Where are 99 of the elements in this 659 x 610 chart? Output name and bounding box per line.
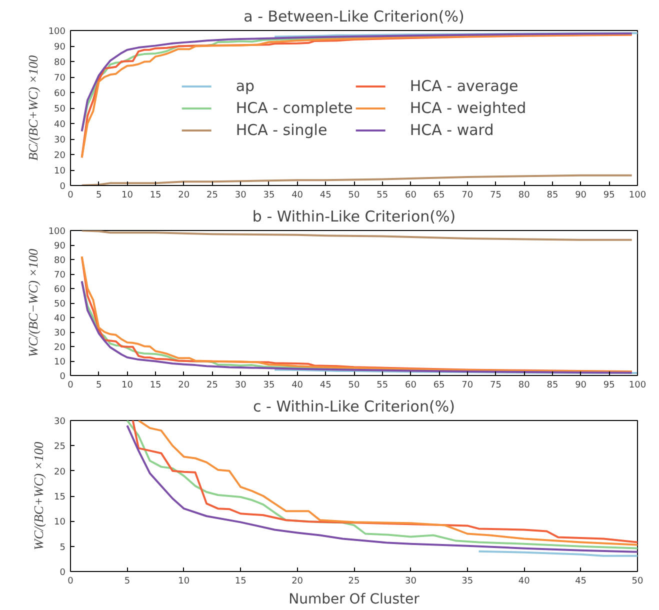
line-series (80, 280, 633, 374)
x-tick-label: 100 (628, 190, 646, 200)
y-tick-label: 10 (54, 358, 66, 368)
line-series (80, 174, 633, 186)
y-tick-label: 50 (54, 104, 66, 114)
x-tick-label: 25 (206, 380, 218, 390)
chart-title: c - Within-Like Criterion(%) (253, 398, 455, 416)
x-tick-label: 0 (68, 380, 74, 390)
x-tick-label: 90 (575, 380, 587, 390)
y-tick-label: 0 (60, 372, 66, 382)
y-axis-title: WC/(BC−WC) ×100 (25, 248, 40, 358)
y-tick-label: 30 (54, 417, 66, 427)
x-tick-label: 20 (292, 576, 304, 586)
legend-label: HCA - weighted (410, 98, 526, 116)
y-tick-label: 40 (54, 120, 66, 130)
x-tick-label: 20 (178, 380, 190, 390)
x-tick-label: 25 (348, 576, 360, 586)
x-tick-label: 80 (518, 380, 530, 390)
x-tick-label: 15 (150, 190, 162, 200)
x-tick-label: 30 (234, 380, 247, 390)
x-tick-label: 100 (628, 380, 646, 390)
y-tick-label: 0 (60, 182, 66, 192)
x-tick-label: 10 (121, 190, 134, 200)
y-tick-label: 30 (54, 328, 66, 338)
x-tick-label: 45 (320, 190, 332, 200)
legend-label: HCA - ward (410, 120, 494, 138)
y-tick-label: 100 (48, 227, 66, 237)
y-tick-label: 80 (54, 58, 66, 68)
y-tick-label: 15 (54, 492, 66, 502)
y-tick-label: 80 (54, 256, 66, 266)
y-tick-label: 0 (60, 568, 66, 578)
x-tick-label: 60 (404, 190, 417, 200)
x-tick-label: 5 (96, 380, 102, 390)
y-tick-label: 70 (54, 74, 66, 84)
x-tick-label: 0 (68, 576, 74, 586)
x-tick-label: 65 (433, 190, 445, 200)
x-tick-label: 85 (546, 380, 558, 390)
legend-label: ap (236, 76, 256, 94)
legend-label: HCA - single (236, 120, 328, 138)
x-tick-label: 25 (206, 190, 218, 200)
x-axis-title: Number Of Cluster (288, 592, 420, 608)
x-tick-label: 65 (433, 380, 445, 390)
x-tick-label: 80 (518, 190, 530, 200)
x-tick-label: 45 (320, 380, 332, 390)
y-tick-label: 10 (54, 518, 66, 528)
x-tick-label: 55 (376, 380, 388, 390)
y-tick-label: 90 (54, 42, 66, 52)
y-axis-title: BC/(BC+WC) ×100 (25, 54, 40, 161)
line-series (80, 34, 633, 159)
x-tick-label: 95 (603, 190, 615, 200)
x-tick-label: 50 (348, 190, 360, 200)
x-tick-label: 15 (150, 380, 162, 390)
y-tick-label: 20 (54, 467, 66, 478)
x-tick-label: 5 (124, 576, 130, 586)
x-tick-label: 75 (490, 380, 502, 390)
y-tick-label: 30 (54, 136, 66, 146)
legend-label: HCA - average (410, 76, 518, 94)
x-tick-label: 85 (546, 190, 558, 200)
x-tick-label: 40 (292, 190, 304, 200)
x-tick-label: 75 (490, 190, 502, 200)
x-tick-label: 30 (404, 576, 417, 586)
x-tick-label: 45 (575, 576, 587, 586)
x-tick-label: 70 (462, 190, 474, 200)
x-tick-label: 0 (68, 190, 74, 200)
y-tick-label: 60 (54, 89, 66, 99)
y-tick-label: 20 (54, 151, 66, 161)
x-tick-label: 15 (234, 576, 246, 586)
y-tick-label: 70 (54, 270, 66, 280)
x-tick-label: 40 (292, 380, 304, 390)
x-tick-label: 35 (263, 380, 275, 390)
x-tick-label: 10 (121, 380, 134, 390)
y-tick-label: 10 (54, 166, 66, 176)
x-tick-label: 35 (462, 576, 474, 586)
x-tick-label: 10 (178, 576, 190, 586)
y-tick-label: 100 (48, 27, 66, 37)
x-tick-label: 55 (376, 190, 388, 200)
x-tick-label: 90 (575, 190, 587, 200)
y-tick-label: 25 (54, 442, 66, 452)
x-tick-label: 40 (518, 576, 530, 586)
line-series (80, 230, 633, 241)
x-tick-label: 20 (178, 190, 190, 200)
y-tick-label: 40 (54, 314, 66, 324)
y-tick-label: 60 (54, 285, 66, 295)
x-tick-label: 60 (404, 380, 417, 390)
x-tick-label: 50 (348, 380, 360, 390)
x-tick-label: 70 (462, 380, 474, 390)
x-tick-label: 30 (234, 190, 247, 200)
legend-label: HCA - complete (236, 98, 353, 116)
x-tick-label: 95 (603, 380, 615, 390)
y-axis-title: WC/(BC+WC) ×100 (31, 441, 46, 550)
x-tick-label: 5 (96, 190, 102, 200)
y-tick-label: 90 (54, 242, 66, 252)
x-tick-label: 35 (263, 190, 275, 200)
y-tick-label: 20 (54, 343, 66, 353)
x-tick-label: 50 (632, 576, 644, 586)
chart-title: b - Within-Like Criterion(%) (252, 208, 456, 226)
y-tick-label: 5 (60, 542, 66, 553)
chart-title: a - Between-Like Criterion(%) (244, 8, 464, 26)
y-tick-label: 50 (54, 300, 66, 310)
